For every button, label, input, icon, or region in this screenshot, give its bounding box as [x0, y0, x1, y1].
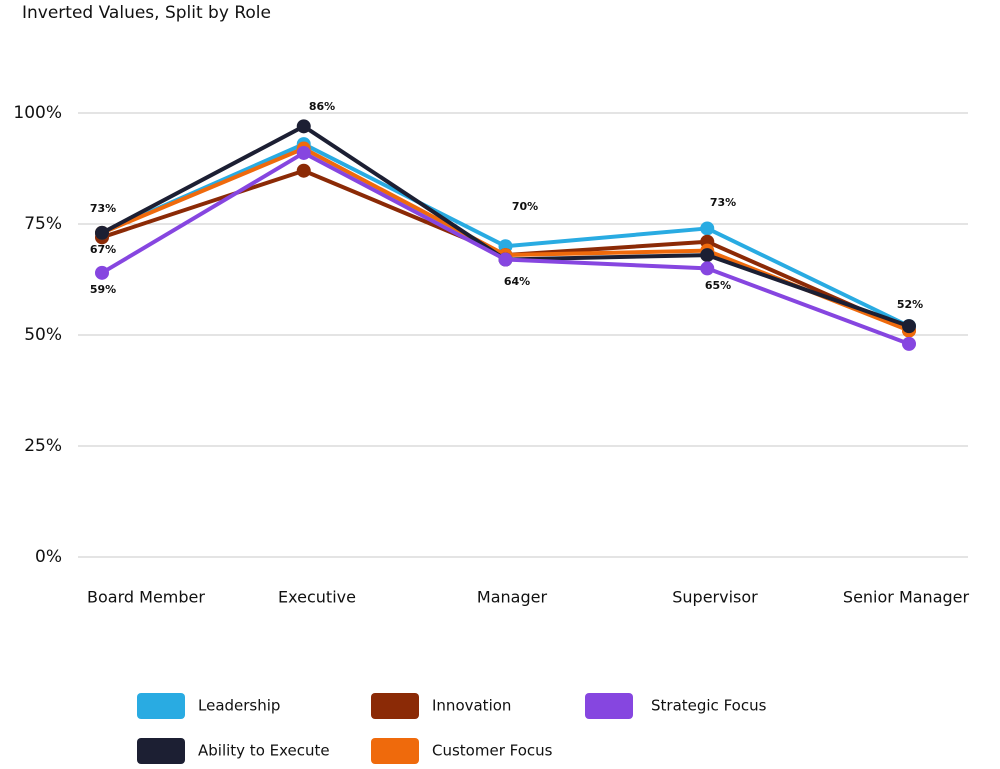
legend-swatch: [137, 693, 185, 719]
data-point: [902, 336, 916, 351]
data-point: [296, 163, 311, 178]
legend-swatch: [371, 693, 419, 719]
annotation: 52%: [897, 298, 923, 311]
annotation: 59%: [90, 283, 116, 296]
data-point: [95, 265, 109, 280]
x-tick-label: Board Member: [87, 588, 205, 607]
legend-swatch: [371, 738, 419, 764]
data-point: [902, 319, 916, 334]
x-tick-label: Supervisor: [672, 588, 758, 607]
data-point: [700, 221, 715, 236]
chart-title: Inverted Values, Split by Role: [22, 3, 271, 23]
data-point: [498, 252, 513, 267]
y-tick-label: 0%: [35, 547, 62, 567]
x-tick-label: Executive: [278, 588, 356, 607]
x-tick-label: Senior Manager: [843, 588, 970, 607]
x-tick-label: Manager: [477, 588, 548, 607]
legend-label: Strategic Focus: [651, 697, 767, 715]
annotation: 67%: [90, 243, 116, 256]
annotation: 65%: [705, 279, 731, 292]
data-point: [296, 145, 311, 160]
y-tick-label: 100%: [13, 103, 62, 123]
data-point: [296, 119, 311, 134]
annotation: 86%: [309, 100, 335, 113]
legend-swatch: [137, 738, 185, 764]
annotation: 70%: [512, 200, 538, 213]
y-tick-label: 75%: [24, 214, 62, 234]
legend-label: Customer Focus: [432, 742, 553, 760]
legend-label: Ability to Execute: [198, 742, 330, 760]
data-point: [95, 225, 109, 240]
y-tick-label: 25%: [24, 436, 62, 456]
legend-label: Leadership: [198, 697, 280, 715]
annotation: 73%: [90, 202, 116, 215]
legend-label: Innovation: [432, 697, 511, 715]
data-point: [700, 261, 715, 276]
annotation: 64%: [504, 275, 530, 288]
y-tick-label: 50%: [24, 325, 62, 345]
data-point: [700, 248, 715, 263]
legend-swatch: [585, 693, 633, 719]
annotation: 73%: [710, 196, 736, 209]
series-line: [101, 124, 910, 329]
